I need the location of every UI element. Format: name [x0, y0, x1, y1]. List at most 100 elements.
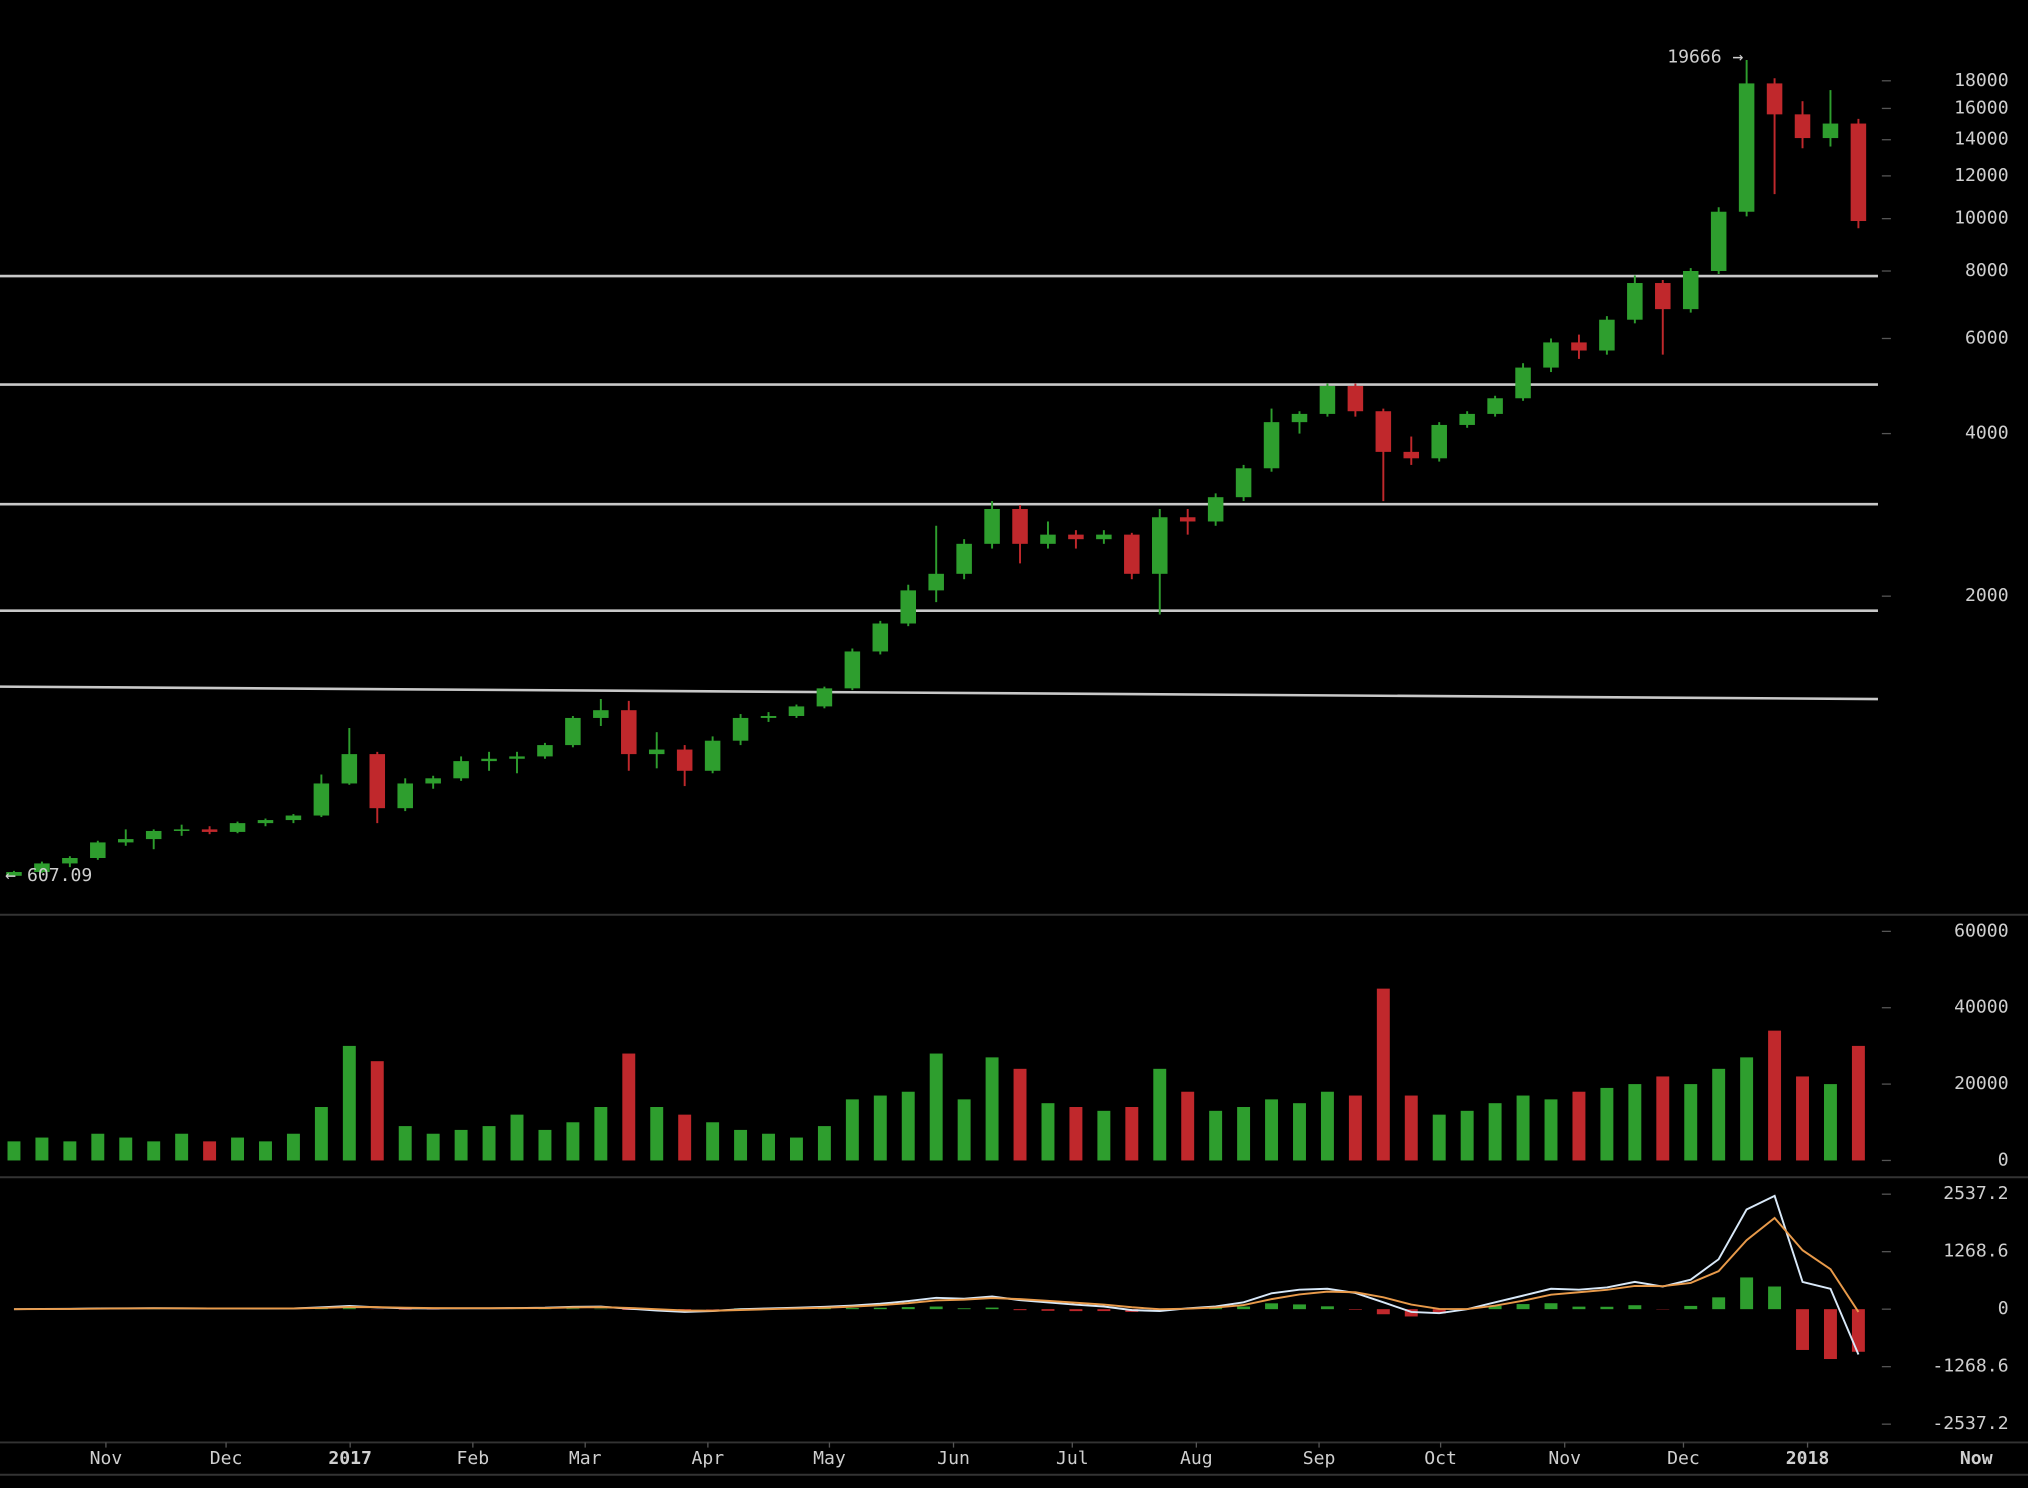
volume-bar — [706, 1122, 720, 1161]
macd-histogram-bar — [873, 1307, 887, 1310]
candle-body — [1012, 509, 1028, 544]
volume-bar — [1265, 1099, 1279, 1161]
macd-histogram-bar — [1265, 1303, 1279, 1310]
volume-bar — [63, 1141, 77, 1161]
volume-bar — [314, 1107, 328, 1161]
candle-body — [1040, 534, 1056, 544]
volume-bar — [1544, 1099, 1558, 1161]
x-tick-label: 2018 — [1786, 1448, 1830, 1469]
volume-bar — [1460, 1110, 1474, 1161]
candle-body — [1124, 534, 1140, 574]
macd-histogram-bar — [1488, 1305, 1502, 1310]
volume-bar — [1013, 1068, 1027, 1161]
macd-histogram-bar — [985, 1307, 999, 1310]
volume-bar — [119, 1137, 133, 1161]
candle-body — [1179, 517, 1196, 522]
candle-body — [1766, 83, 1783, 115]
x-tick-label: Aug — [1180, 1448, 1213, 1469]
y-tick-label: 12000 — [1954, 165, 2008, 186]
candle-body — [565, 717, 581, 746]
volume-bar — [510, 1114, 524, 1161]
y-tick-label: 10000 — [1954, 208, 2008, 229]
candle-body — [1431, 424, 1447, 459]
candle-body — [1151, 517, 1168, 574]
volume-bar — [1125, 1107, 1139, 1161]
candle-body — [1515, 367, 1531, 399]
candle-body — [1068, 534, 1084, 540]
macd-histogram-bar — [566, 1308, 580, 1310]
volume-bar — [1237, 1107, 1251, 1161]
volume-bar — [566, 1122, 580, 1161]
macd-histogram-bar — [1740, 1277, 1754, 1310]
macd-histogram-bar — [1013, 1309, 1027, 1311]
y-tick-label: 2000 — [1965, 585, 2009, 606]
x-tick-label: 2017 — [328, 1448, 372, 1469]
candle-body — [704, 740, 721, 771]
volume-bar — [1097, 1110, 1111, 1161]
candle-body — [1599, 319, 1615, 351]
macd-histogram-bar — [398, 1309, 412, 1310]
macd-histogram-bar — [957, 1308, 971, 1310]
macd-histogram-bar — [901, 1307, 915, 1310]
macd-histogram-bar — [1432, 1309, 1446, 1314]
volume-bar — [1628, 1084, 1642, 1161]
candle-body — [1543, 342, 1559, 368]
y-tick-label: 1268.6 — [1943, 1241, 2008, 1262]
candle-body — [1627, 283, 1643, 320]
candle-body — [956, 543, 972, 574]
candle-body — [1738, 83, 1755, 212]
volume-bar — [957, 1099, 971, 1161]
macd-histogram-bar — [1544, 1303, 1558, 1310]
candle-body — [1487, 398, 1503, 414]
candle-body — [1207, 497, 1224, 522]
y-tick-label: -2537.2 — [1932, 1413, 2008, 1434]
volume-bar — [594, 1107, 608, 1161]
volume-bar — [147, 1141, 161, 1161]
candle-body — [201, 829, 218, 832]
candle-body — [145, 830, 162, 840]
x-tick-label: Nov — [1548, 1448, 1581, 1469]
trendline — [0, 685, 1878, 701]
candle-body — [1319, 385, 1336, 414]
y-tick-label: 6000 — [1965, 327, 2009, 348]
macd-histogram-bar — [1572, 1306, 1586, 1310]
candle-body — [593, 710, 609, 718]
volume-bar — [1656, 1076, 1670, 1161]
candle-body — [1710, 211, 1727, 272]
macd-histogram-bar — [1516, 1304, 1530, 1310]
candle-body — [6, 872, 22, 876]
volume-bar — [91, 1133, 105, 1161]
x-tick-label: Jun — [937, 1448, 970, 1469]
candle-body — [1235, 468, 1252, 498]
candle-body — [760, 715, 777, 718]
y-tick-label: 18000 — [1954, 70, 2008, 91]
x-tick-label: Apr — [692, 1448, 725, 1469]
now-label: Now — [1960, 1448, 1993, 1469]
candle-body — [984, 509, 1000, 544]
volume-bar — [1488, 1103, 1502, 1161]
volume-bar — [678, 1114, 692, 1161]
volume-bar — [1851, 1045, 1865, 1161]
candle-body — [257, 820, 274, 824]
macd-histogram-bar — [929, 1306, 943, 1310]
candle-body — [1263, 422, 1280, 469]
volume-bar — [259, 1141, 272, 1161]
candle-body — [229, 823, 246, 832]
macd-histogram-bar — [817, 1308, 831, 1310]
volume-bar — [1376, 988, 1390, 1161]
candle-body — [1794, 114, 1811, 139]
y-tick-label: 2537.2 — [1943, 1183, 2008, 1204]
candle-body — [788, 706, 805, 716]
volume-bar — [1823, 1084, 1837, 1161]
candle-body — [1682, 271, 1699, 310]
candle-body — [117, 839, 134, 843]
volume-bar — [1684, 1084, 1698, 1161]
candle-body — [369, 754, 386, 809]
max-annotation: 19666 → — [1667, 46, 1743, 67]
candle-body — [34, 863, 50, 873]
y-tick-label: -1268.6 — [1932, 1356, 2008, 1377]
candle-body — [732, 717, 749, 741]
volume-bar — [35, 1137, 49, 1161]
macd-histogram-bar — [1796, 1309, 1809, 1350]
x-tick-label: Oct — [1424, 1448, 1457, 1469]
